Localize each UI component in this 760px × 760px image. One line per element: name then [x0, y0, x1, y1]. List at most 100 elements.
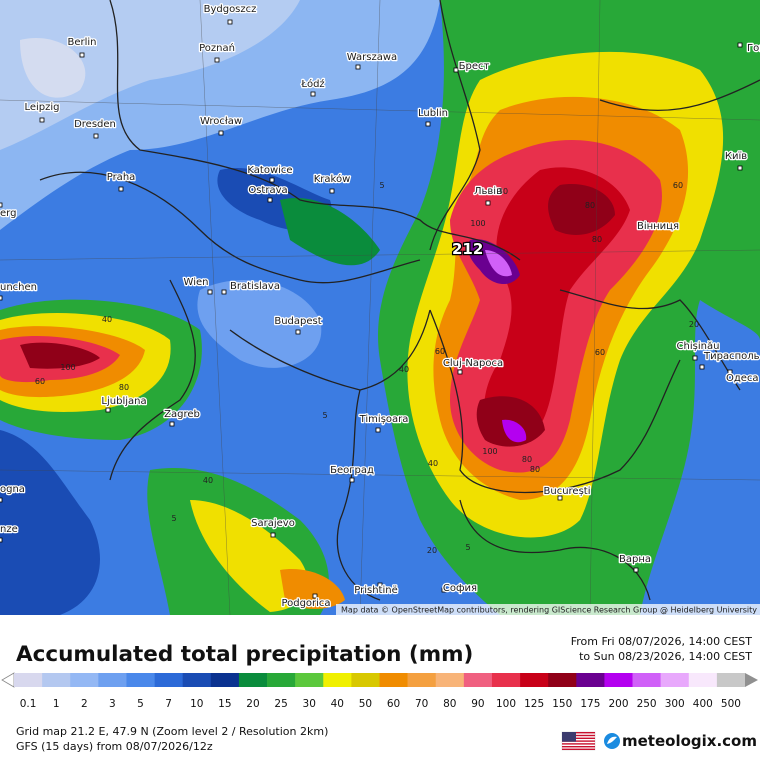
legend-label: 500 [721, 698, 741, 710]
city-label: Wrocław [200, 116, 242, 127]
legend-swatch [323, 673, 352, 687]
city-marker [377, 582, 383, 588]
contour-label: 40 [203, 476, 213, 485]
legend-label: 300 [665, 698, 685, 710]
city-label: Київ [725, 151, 747, 162]
brand-logo[interactable]: meteologix.com [604, 732, 757, 750]
contour-label: 40 [399, 365, 409, 374]
legend-label: 0.1 [20, 698, 37, 710]
legend-swatch [688, 673, 718, 687]
legend-swatch [407, 673, 437, 687]
legend-label: 400 [693, 698, 713, 710]
city-label: Katowice [247, 165, 292, 176]
contour-label: 5 [379, 181, 384, 190]
legend-swatch [632, 673, 661, 687]
legend-arrow-high [745, 673, 758, 687]
city-marker [737, 42, 743, 48]
legend-swatch [182, 673, 212, 687]
legend-label: 70 [415, 698, 428, 710]
city-marker [425, 121, 431, 127]
city-marker [267, 197, 273, 203]
legend-swatch [238, 673, 268, 687]
date-to: to Sun 08/23/2026, 14:00 CEST [579, 650, 752, 663]
city-label: Гоме [747, 43, 760, 54]
city-marker [270, 532, 276, 538]
brand-name[interactable]: meteologix.com [622, 732, 757, 750]
violet-area [502, 419, 527, 443]
legend-swatch [70, 673, 99, 687]
legend-label: 3 [109, 698, 116, 710]
legend-label: 60 [387, 698, 400, 710]
city-label: Zagreb [164, 409, 200, 420]
regional-borders [0, 0, 760, 615]
legend-swatch [660, 673, 690, 687]
legend-label: 90 [471, 698, 484, 710]
contour-label: 20 [427, 546, 437, 555]
contour-label: 100 [482, 447, 497, 456]
city-label: Ostrava [248, 185, 287, 196]
city-marker [39, 117, 45, 123]
contour-label: 30 [498, 187, 508, 196]
legend-swatch [126, 673, 155, 687]
city-label: Chișinău [677, 341, 720, 352]
city-marker [214, 57, 220, 63]
contour-label: 100 [60, 363, 75, 372]
city-marker [0, 295, 3, 301]
dark-red-area [484, 167, 630, 444]
precipitation-map: Bydgoszcz Berlin Poznań Warszawa Брест Łódź Le… [0, 0, 760, 615]
city-label: ogna [0, 484, 25, 495]
contour-label: 20 [689, 320, 699, 329]
city-label: Prishtinë [354, 585, 397, 596]
city-label: Leipzig [24, 102, 59, 113]
city-marker [692, 355, 698, 361]
attribution: Map data © OpenStreetMap contributors, r… [341, 606, 757, 615]
light-area [20, 38, 86, 98]
legend-swatch [716, 673, 746, 687]
green-area [280, 198, 380, 266]
city-marker [699, 364, 705, 370]
contour-label: 40 [428, 459, 438, 468]
legend-label: 175 [580, 698, 600, 710]
city-marker [312, 593, 318, 599]
city-marker [207, 289, 213, 295]
city-label: București [544, 486, 591, 497]
contour-labels: 5540608010080406080100406010080804020520… [35, 181, 699, 555]
city-marker [329, 188, 335, 194]
legend-swatch [267, 673, 296, 687]
us-flag[interactable] [561, 731, 596, 751]
city-marker [0, 202, 3, 208]
city-label: Брест [459, 61, 490, 72]
legend-label: 1 [53, 698, 60, 710]
light-area [0, 0, 300, 150]
city-marker [310, 91, 316, 97]
legend-swatch [491, 673, 521, 687]
title: Accumulated total precipitation (mm) [16, 642, 473, 667]
contour-label: 60 [673, 181, 683, 190]
legend-label: 50 [359, 698, 372, 710]
legend-swatch [520, 673, 549, 687]
legend-label: 150 [552, 698, 572, 710]
legend-swatch [548, 673, 577, 687]
legend-swatch [576, 673, 605, 687]
city-label: Львів [474, 185, 502, 197]
city-marker [485, 200, 491, 206]
city-label: nze [0, 524, 18, 535]
city-label: Budapest [274, 316, 321, 327]
city-label: Тирасполь [703, 351, 760, 362]
city-marker [727, 369, 733, 375]
city-marker [457, 369, 463, 375]
city-marker [105, 407, 111, 413]
legend-label: 200 [608, 698, 628, 710]
blue-area [640, 300, 760, 615]
legend-swatch [14, 673, 43, 687]
violet-area [485, 250, 512, 277]
city-marker [93, 133, 99, 139]
city-label: Łódź [300, 78, 324, 90]
contour-label: 5 [322, 411, 327, 420]
city-label: Вінниця [637, 220, 679, 232]
legend-swatch [154, 673, 183, 687]
city-label: София [443, 583, 477, 594]
city-label: Варна [619, 554, 651, 565]
city-label: Kraków [314, 173, 351, 185]
